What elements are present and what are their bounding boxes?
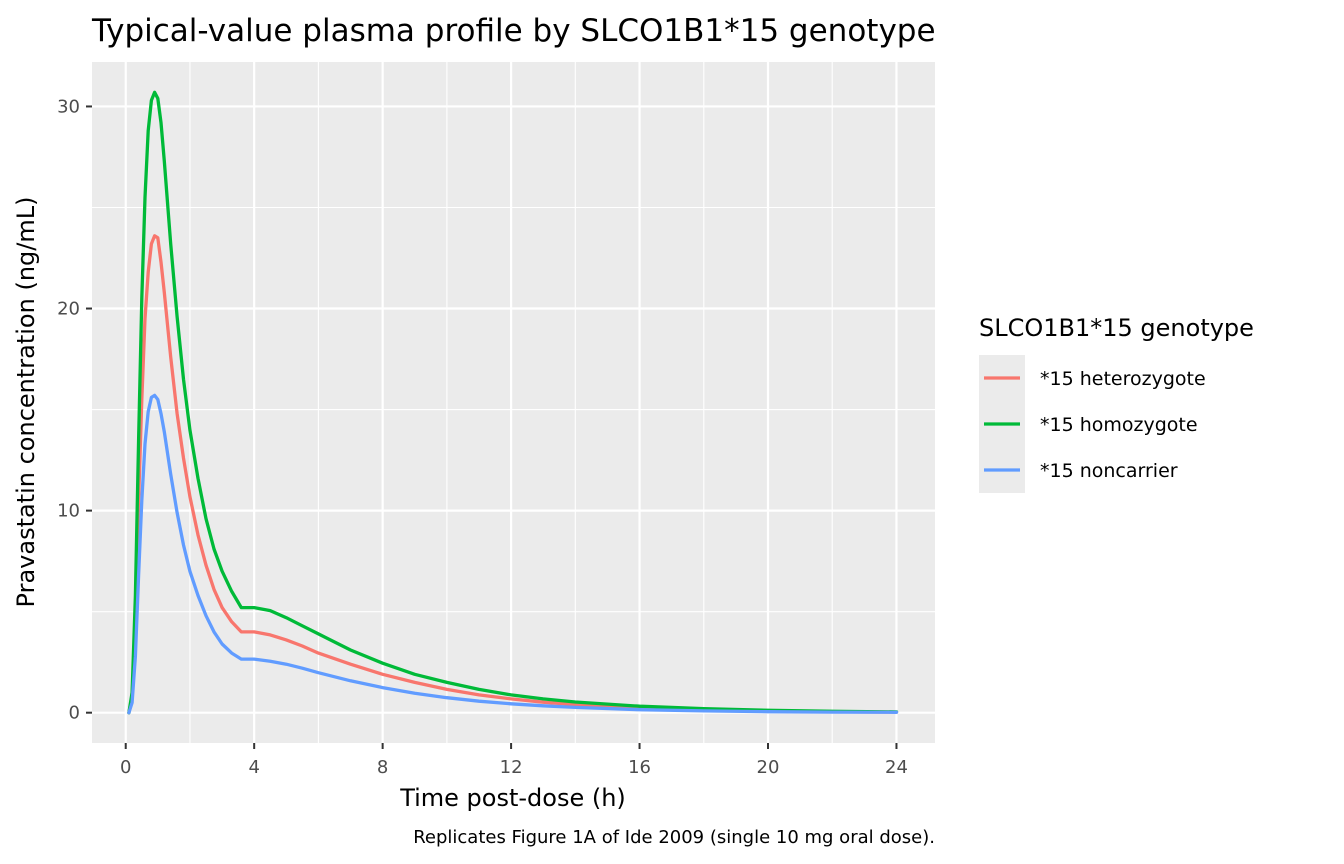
x-tick-label: 20 bbox=[757, 757, 780, 778]
x-tick-label: 0 bbox=[120, 757, 131, 778]
legend-label: *15 homozygote bbox=[1040, 414, 1198, 436]
plot-panel bbox=[92, 62, 935, 743]
legend-title: SLCO1B1*15 genotype bbox=[979, 314, 1254, 342]
y-tick-label: 10 bbox=[57, 501, 80, 522]
y-tick-label: 20 bbox=[57, 299, 80, 320]
series-line-3 bbox=[127, 393, 899, 715]
y-axis: 0 10 20 30 bbox=[57, 96, 92, 724]
y-tick-label: 0 bbox=[69, 703, 80, 724]
x-axis-title: Time post-dose (h) bbox=[399, 784, 626, 812]
x-tick-label: 4 bbox=[248, 757, 259, 778]
x-tick-label: 24 bbox=[885, 757, 908, 778]
series-line-1 bbox=[127, 234, 899, 715]
legend-label: *15 noncarrier bbox=[1040, 460, 1178, 482]
x-tick-label: 8 bbox=[377, 757, 388, 778]
legend-label: *15 heterozygote bbox=[1040, 368, 1206, 390]
x-tick-label: 12 bbox=[500, 757, 523, 778]
chart-title: Typical-value plasma profile by SLCO1B1*… bbox=[91, 13, 936, 49]
chart-caption: Replicates Figure 1A of Ide 2009 (single… bbox=[413, 827, 935, 848]
y-axis-title: Pravastatin concentration (ng/mL) bbox=[12, 197, 40, 608]
legend-items: *15 heterozygote *15 homozygote *15 noncar… bbox=[979, 355, 1206, 493]
y-tick-label: 30 bbox=[57, 96, 80, 117]
legend: SLCO1B1*15 genotype *15 heterozygote*15 … bbox=[979, 314, 1254, 493]
series-lines bbox=[127, 90, 899, 715]
series-line-2 bbox=[127, 90, 899, 715]
x-axis: 0 4 8 12 16 20 24 bbox=[120, 743, 908, 778]
x-tick-label: 16 bbox=[628, 757, 651, 778]
grid-minor bbox=[92, 62, 935, 743]
